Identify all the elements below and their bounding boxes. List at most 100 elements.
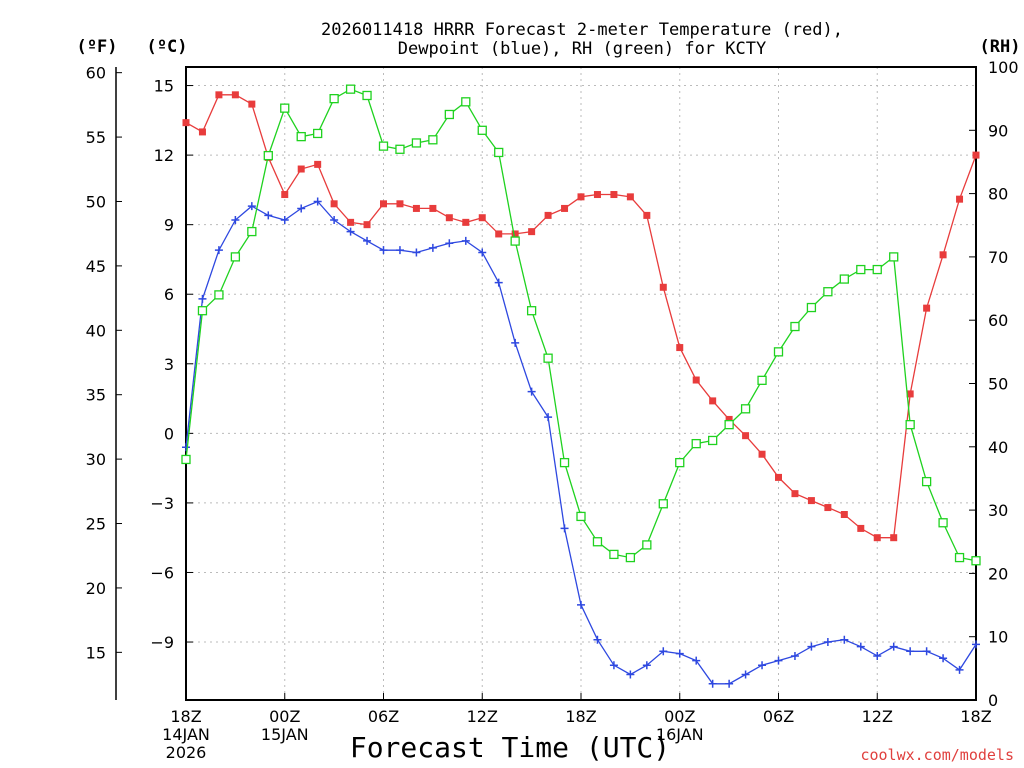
dewpoint-point [461,236,470,245]
dewpoint-point [511,338,520,347]
rh-point [543,353,553,363]
dewpoint-point [790,651,799,660]
temperature-point [857,524,865,532]
rh-tick-label: 30 [988,501,1008,520]
temperature-point [347,218,355,226]
axis-layer: 6055504540353025201515129630−3−6−9100908… [86,58,1019,762]
credit-text: coolwx.com/models [860,746,1014,764]
temperature-point [297,165,305,173]
rh-point [214,290,224,300]
rh-point [526,306,537,316]
rh-tick-label: 10 [988,628,1008,647]
x-tick-label: 00Z [269,707,300,726]
rh-point [345,84,356,94]
temperature-point [807,497,815,505]
celsius-tick-label: 6 [164,285,174,304]
dewpoint-point [478,248,487,257]
rh-point [280,103,290,113]
series-rh [181,84,981,566]
rh-point [576,511,586,522]
dewpoint-point [856,642,865,651]
rh-tick-label: 90 [988,121,1008,140]
rh-point [313,128,323,139]
temperature-point [610,191,618,199]
rh-point [362,90,372,101]
temperature-point [791,490,799,498]
temperature-point [182,119,190,127]
temperature-point [659,283,667,291]
dewpoint-point [675,649,684,658]
temperature-point [725,415,733,423]
dewpoint-point [577,600,585,609]
dewpoint-point [395,246,404,255]
temperature-point [775,473,782,481]
temperature-point [429,204,437,212]
dewpoint-point [247,202,256,211]
dewpoint-point [214,246,223,255]
dewpoint-point [494,278,503,287]
rh-point [790,321,800,332]
temperature-point [873,534,881,542]
rh-point [378,141,389,151]
temperature-point [956,195,964,203]
fahrenheit-tick-label: 15 [86,643,106,662]
rh-point [411,138,422,148]
fahrenheit-tick-label: 25 [86,515,106,534]
temperature-point [528,228,536,236]
rh-point [773,347,784,357]
dewpoint-point [642,661,651,670]
dewpoint-point [363,236,372,245]
dewpoint-point [346,227,355,236]
dewpoint-point [840,635,849,644]
dewpoint-point [609,661,618,670]
rh-point [559,457,570,468]
dewpoint-point [741,670,750,679]
dewpoint-point [412,248,421,257]
x-tick-label: 2026 [166,743,207,762]
dewpoint-point [182,443,190,452]
temperature-point [330,200,338,208]
temperature-point [939,251,947,259]
rh-point [872,264,882,275]
rh-point [675,457,685,468]
fahrenheit-tick-label: 45 [86,257,106,276]
temperature-point [462,218,470,226]
rh-point [428,135,438,145]
temperature-point [709,397,717,405]
temperature-point [593,191,601,199]
dewpoint-point [873,651,882,660]
celsius-tick-label: −3 [150,494,174,513]
x-tick-label: 18Z [170,707,201,726]
temperature-point [692,376,700,384]
series-dewpoint [182,197,980,688]
dewpoint-point [725,679,734,688]
rh-point [609,549,619,560]
rh-point [691,438,701,449]
fahrenheit-tick-label: 20 [86,579,106,598]
celsius-tick-label: −6 [150,563,174,582]
dewpoint-point [972,640,980,649]
rh-point [724,419,734,430]
rh-point [444,109,454,120]
rh-point [806,302,817,313]
temperature-point [231,91,239,99]
temperature-point [676,344,684,352]
rh-tick-label: 40 [988,438,1008,457]
x-tick-label: 18Z [565,707,596,726]
temperature-point [577,193,585,201]
dewpoint-point [906,647,915,656]
temperature-point [824,504,832,512]
dewpoint-point [708,679,717,688]
temperature-point [281,191,289,199]
rh-point [856,264,866,275]
dewpoint-point [889,642,898,651]
temperature-point [248,100,256,108]
fahrenheit-tick-label: 40 [86,321,106,340]
series-line-rh [185,88,977,562]
dewpoint-point [264,211,273,220]
rh-point [954,552,965,563]
rh-tick-label: 100 [988,58,1019,77]
fahrenheit-tick-label: 55 [86,128,106,147]
dewpoint-point [379,246,388,255]
temperature-point [972,151,980,159]
